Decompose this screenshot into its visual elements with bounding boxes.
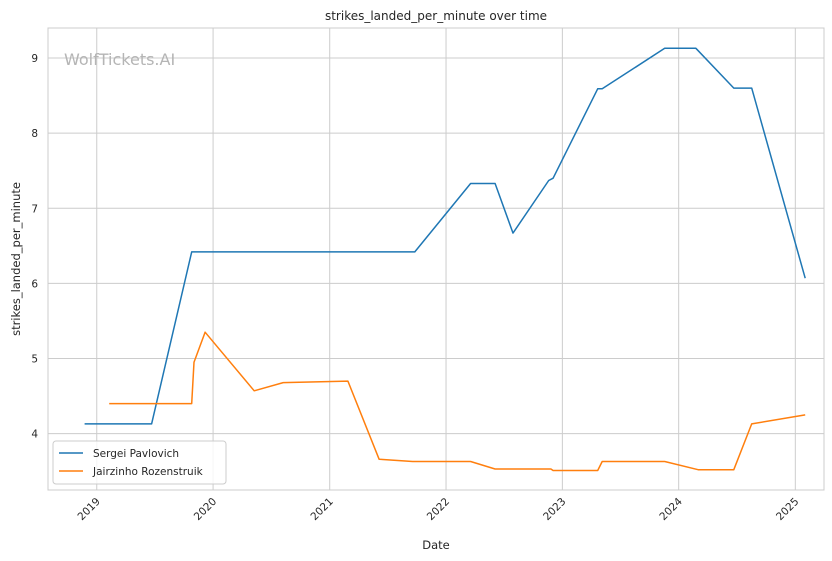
y-tick-label: 5: [31, 354, 38, 366]
legend-label-jairzinho-rozenstruik: Jairzinho Rozenstruik: [92, 466, 204, 478]
legend-label-sergei-pavlovich: Sergei Pavlovich: [93, 448, 179, 460]
legend: Sergei Pavlovich Jairzinho Rozenstruik: [52, 440, 227, 485]
x-axis-label: Date: [422, 538, 450, 552]
y-tick-label: 6: [31, 278, 38, 290]
watermark: WolfTickets.AI: [64, 50, 175, 69]
plot-frame: [47, 27, 825, 491]
series-line-sergei-pavlovich: [84, 47, 806, 425]
y-tick-label: 8: [31, 128, 38, 140]
y-tick-label: 7: [31, 203, 38, 215]
grid: [48, 28, 824, 490]
series-lines: [84, 47, 806, 472]
y-axis-label: strikes_landed_per_minute: [9, 182, 23, 336]
y-tick-label: 4: [31, 429, 38, 441]
series-line-jairzinho-rozenstruik: [109, 331, 806, 472]
legend-box: [52, 440, 227, 485]
y-ticks: 4 5 6 7 8 9: [31, 53, 38, 441]
chart-title: strikes_landed_per_minute over time: [325, 9, 547, 23]
y-tick-label: 9: [31, 53, 38, 65]
